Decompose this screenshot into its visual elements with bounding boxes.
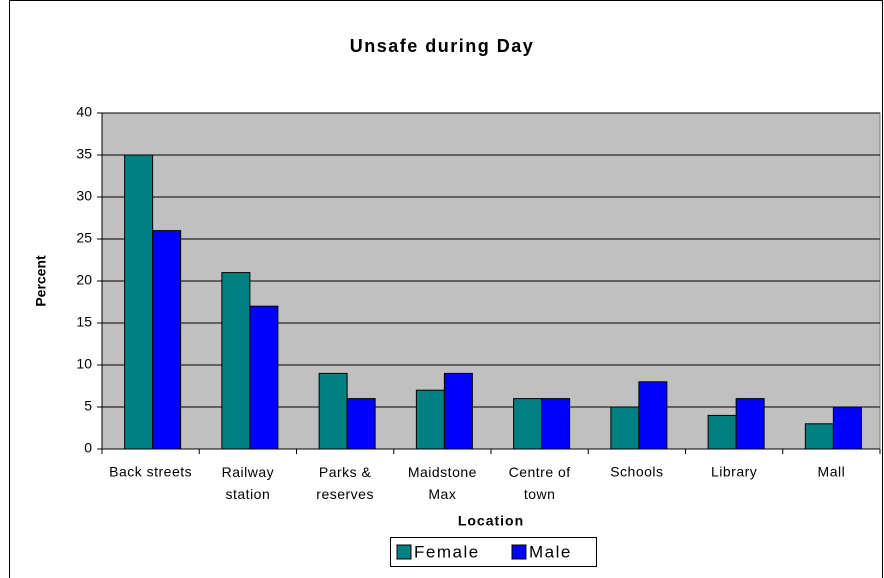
x-tick-label: Library (711, 464, 757, 480)
y-tick-label: 5 (84, 398, 92, 414)
bar (249, 305, 279, 450)
legend-box (390, 537, 597, 567)
bar (735, 398, 765, 450)
y-axis-label: Percent (33, 255, 49, 307)
bar (152, 230, 182, 450)
bar (318, 372, 348, 450)
x-tick-label: Mall (818, 464, 846, 480)
legend-swatch (396, 544, 412, 560)
bar (415, 389, 445, 450)
bar (610, 406, 640, 450)
bar (124, 154, 154, 450)
y-tick-label: 0 (84, 440, 92, 456)
x-tick-label: Parks & reserves (316, 464, 374, 502)
y-tick-label: 20 (76, 272, 92, 288)
chart-title: Unsafe during Day (350, 36, 535, 56)
bar (638, 381, 668, 450)
x-tick-label: Schools (610, 464, 663, 480)
bar (804, 423, 834, 450)
legend-label: Male (529, 542, 572, 561)
x-tick-label: Back streets (109, 464, 192, 480)
y-tick-label: 35 (76, 146, 92, 162)
legend-swatch (511, 544, 527, 560)
bar (346, 398, 376, 450)
bar (541, 398, 571, 450)
x-axis-label: Location (458, 513, 524, 529)
x-tick-label: Centre of town (509, 464, 571, 502)
bar (221, 272, 251, 450)
y-tick-label: 10 (76, 356, 92, 372)
bar (707, 414, 737, 450)
x-tick-label: Maidstone Max (408, 464, 477, 502)
y-tick-label: 30 (76, 188, 92, 204)
y-tick-label: 40 (76, 104, 92, 120)
bar (513, 398, 543, 450)
x-tick-label: Railway station (222, 464, 275, 502)
y-tick-label: 25 (76, 230, 92, 246)
bar (443, 372, 473, 450)
bar (832, 406, 862, 450)
y-tick-label: 15 (76, 314, 92, 330)
legend-label: Female (414, 542, 480, 561)
